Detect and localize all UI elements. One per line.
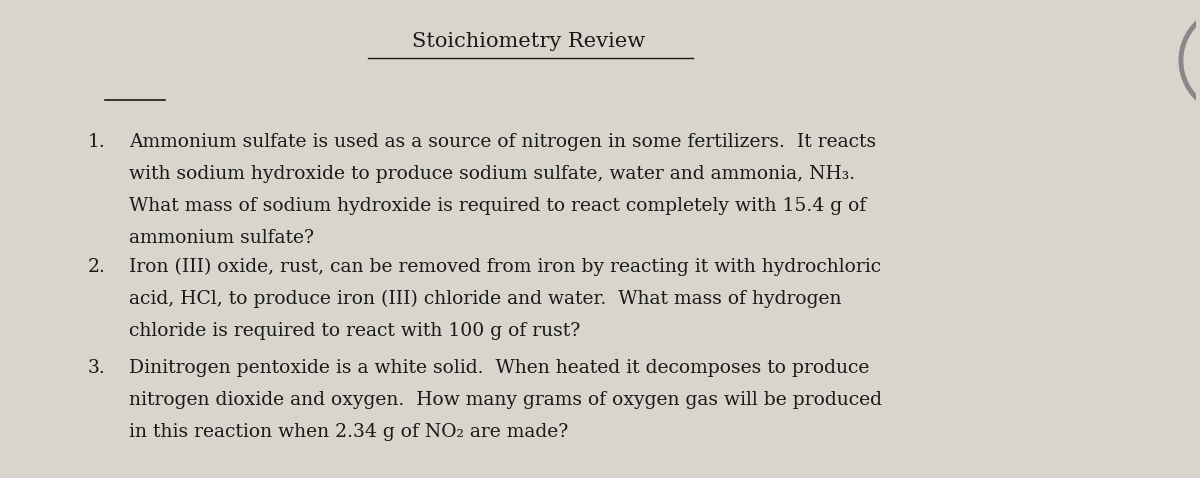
Text: What mass of sodium hydroxide is required to react completely with 15.4 g of: What mass of sodium hydroxide is require… [130,197,866,215]
Text: 1.: 1. [88,133,106,152]
Text: 3.: 3. [88,359,106,377]
Text: nitrogen dioxide and oxygen.  How many grams of oxygen gas will be produced: nitrogen dioxide and oxygen. How many gr… [130,391,882,409]
Text: acid, HCl, to produce iron (III) chloride and water.  What mass of hydrogen: acid, HCl, to produce iron (III) chlorid… [130,290,841,308]
Text: chloride is required to react with 100 g of rust?: chloride is required to react with 100 g… [130,322,581,340]
Text: Dinitrogen pentoxide is a white solid.  When heated it decomposes to produce: Dinitrogen pentoxide is a white solid. W… [130,359,870,377]
Text: in this reaction when 2.34 g of NO₂ are made?: in this reaction when 2.34 g of NO₂ are … [130,423,569,441]
Text: Iron (III) oxide, rust, can be removed from iron by reacting it with hydrochlori: Iron (III) oxide, rust, can be removed f… [130,258,882,276]
Text: with sodium hydroxide to produce sodium sulfate, water and ammonia, NH₃.: with sodium hydroxide to produce sodium … [130,165,856,183]
Text: ammonium sulfate?: ammonium sulfate? [130,229,314,247]
Text: Ammonium sulfate is used as a source of nitrogen in some fertilizers.  It reacts: Ammonium sulfate is used as a source of … [130,133,876,152]
Text: 2.: 2. [88,258,106,276]
Text: Stoichiometry Review: Stoichiometry Review [412,33,646,51]
